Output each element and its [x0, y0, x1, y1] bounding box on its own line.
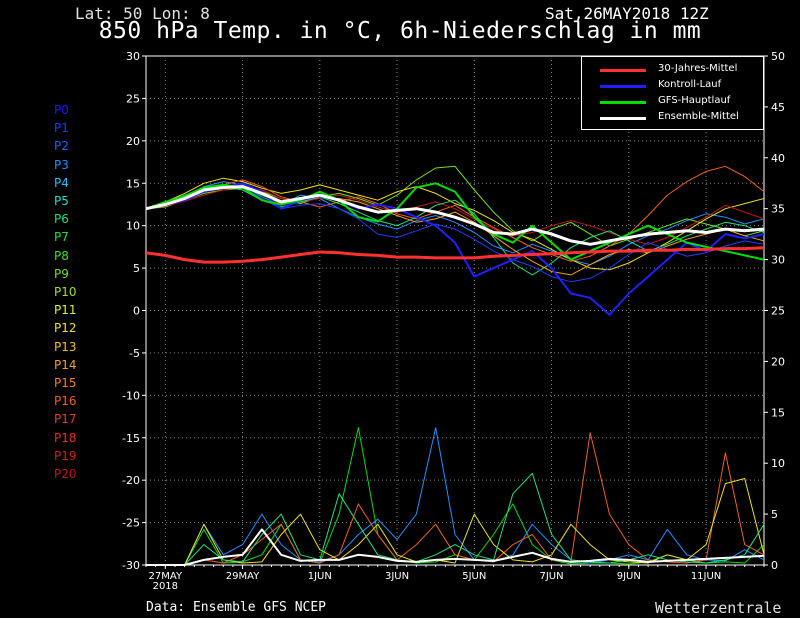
y-left-tick-label: 5 [133, 262, 140, 275]
legend: 30-Jahres-Mittel Kontroll-Lauf GFS-Haupt… [581, 56, 764, 130]
y-left-tick-label: 15 [126, 177, 140, 190]
y-right-tick-label: 50 [771, 50, 785, 63]
y-left-tick-label: 30 [126, 50, 140, 63]
member-label-p15: P15 [54, 376, 77, 390]
x-tick-label: 9JUN [617, 571, 641, 582]
legend-item-control-run: Kontroll-Lauf [582, 79, 763, 95]
legend-label: GFS-Hauptlauf [658, 95, 731, 106]
y-right-tick-label: 15 [771, 406, 785, 419]
y-left-tick-label: -5 [129, 347, 140, 360]
member-label-p6: P6 [54, 212, 69, 227]
temp-line-p12 [145, 177, 765, 271]
y-left-tick-label: -30 [122, 559, 140, 572]
x-tick-label: 11JUN [691, 571, 721, 582]
temp-line-p9 [145, 165, 765, 247]
precip-line-p12 [146, 478, 765, 566]
member-label-p10: P10 [54, 285, 77, 299]
y-left-tick-label: -10 [122, 389, 140, 402]
legend-label: 30-Jahres-Mittel [658, 63, 738, 74]
temp-line-kontroll-lauf [145, 182, 765, 316]
x-tick-label: 5JUN [462, 571, 486, 582]
member-label-p1: P1 [54, 121, 69, 136]
y-right-tick-label: 40 [771, 152, 785, 165]
member-label-p0: P0 [54, 103, 69, 117]
x-tick-year-label: 2018 [153, 581, 178, 592]
y-right-tick-label: 25 [771, 305, 785, 318]
member-label-p4: P4 [54, 175, 69, 190]
temp-line-p16 [145, 165, 765, 262]
temp-line-p6 [145, 186, 765, 276]
brand-label: Wetterzentrale [655, 599, 782, 617]
y-right-tick-label: 10 [771, 457, 785, 470]
member-label-p20: P20 [54, 467, 77, 481]
x-tick-label: 1JUN [308, 571, 332, 582]
legend-label: Kontroll-Lauf [658, 79, 722, 90]
y-left-tick-label: -20 [122, 474, 140, 487]
member-label-p3: P3 [54, 157, 69, 172]
precip-line-p6 [146, 472, 765, 566]
data-source-label: Data: Ensemble GFS NCEP [146, 600, 327, 615]
temp-line-p3 [145, 181, 765, 266]
legend-label: Ensemble-Mittel [658, 111, 739, 122]
x-tick-label: 27MAY [149, 571, 183, 582]
member-label-p18: P18 [54, 430, 77, 445]
legend-item-main-run: GFS-Hauptlauf [582, 95, 763, 111]
y-right-tick-label: 30 [771, 254, 785, 267]
y-right-tick-label: 5 [771, 508, 778, 521]
y-right-tick-label: 20 [771, 355, 785, 368]
member-label-p2: P2 [54, 139, 69, 154]
legend-swatch [600, 117, 646, 120]
y-left-tick-label: -25 [122, 517, 140, 530]
member-label-p5: P5 [54, 194, 69, 208]
member-label-p12: P12 [54, 321, 77, 336]
y-left-tick-label: -15 [122, 432, 140, 445]
y-left-tick-label: 25 [126, 92, 140, 105]
member-label-p13: P13 [54, 339, 77, 354]
member-label-p11: P11 [54, 303, 77, 318]
y-right-tick-label: 45 [771, 101, 785, 114]
y-left-tick-label: 0 [133, 305, 140, 318]
legend-swatch [600, 85, 646, 88]
member-label-p17: P17 [54, 412, 77, 427]
x-tick-label: 7JUN [540, 571, 564, 582]
member-label-p19: P19 [54, 448, 77, 463]
member-label-p16: P16 [54, 394, 77, 409]
temp-line-ensemble-mittel [145, 185, 765, 246]
legend-swatch [600, 69, 646, 72]
precip-line-ensemble-mittel [146, 528, 765, 566]
chart-title: 850 hPa Temp. in °C, 6h-Niederschlag in … [98, 18, 702, 44]
member-label-p8: P8 [54, 248, 69, 263]
member-label-p9: P9 [54, 266, 69, 281]
member-label-p14: P14 [54, 357, 77, 372]
x-tick-label: 3JUN [385, 571, 409, 582]
y-right-tick-label: 35 [771, 203, 785, 216]
member-label-p7: P7 [54, 230, 69, 245]
x-tick-label: 29MAY [226, 571, 260, 582]
run-date-label: Sat,26MAY2018 12Z [545, 4, 709, 23]
temp-line-30-jahres-mittel [145, 246, 765, 264]
legend-item-ensemble-mean: Ensemble-Mittel [582, 111, 763, 127]
location-label: Lat: 50 Lon: 8 [75, 4, 210, 23]
precip-line-p3 [146, 427, 765, 566]
temp-line-gfs-hauptlauf [145, 182, 765, 261]
legend-swatch [600, 101, 646, 104]
legend-item-climate-mean: 30-Jahres-Mittel [582, 63, 763, 79]
y-left-tick-label: 10 [126, 220, 140, 233]
y-right-tick-label: 0 [771, 559, 778, 572]
y-left-tick-label: 20 [126, 135, 140, 148]
